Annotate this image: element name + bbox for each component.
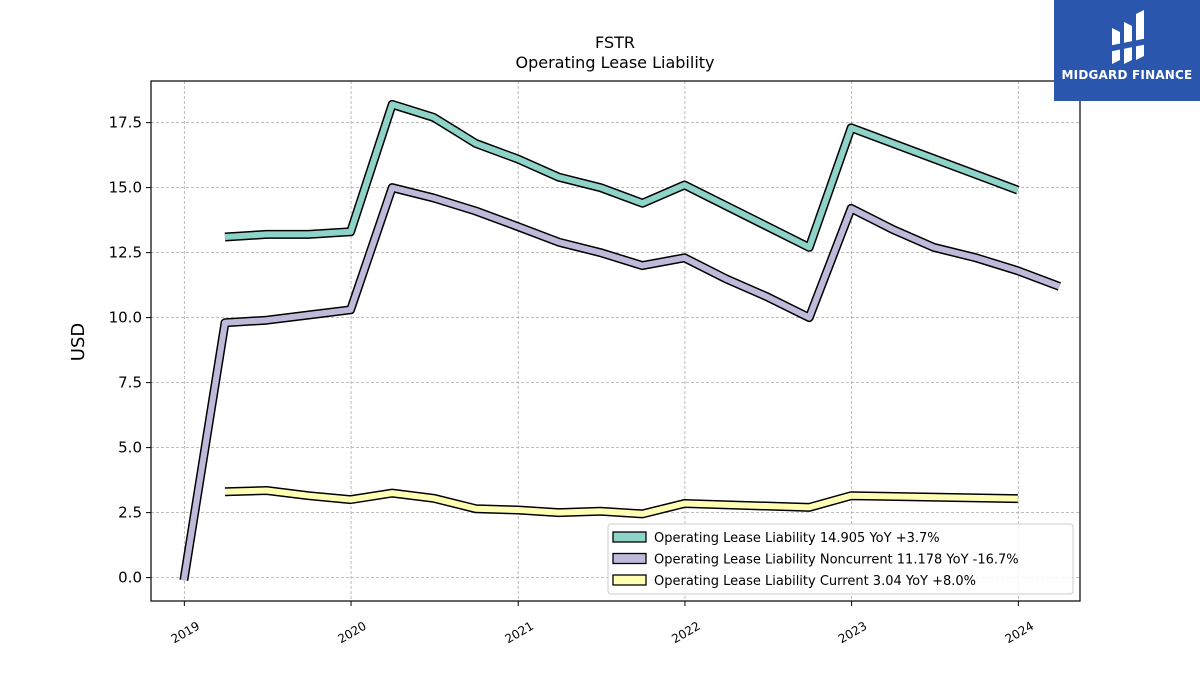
y-tick-label: 12.5 (109, 244, 142, 262)
series-line-3 (224, 487, 1018, 517)
series-line-2 (180, 184, 1061, 581)
x-tick-label: 2020 (335, 619, 368, 646)
y-tick-label: 0.0 (118, 569, 142, 587)
legend-box (607, 523, 1074, 595)
logo-text: MIDGARD FINANCE (1061, 68, 1193, 82)
y-tick-label: 10.0 (109, 309, 142, 327)
chart-subtitle: Operating Lease Liability (515, 53, 714, 72)
legend-swatch (612, 574, 647, 586)
legend-swatch (612, 552, 647, 565)
chart-title: FSTR (595, 33, 635, 52)
x-tick-label: 2019 (169, 619, 202, 646)
legend: Operating Lease Liability 14.905 YoY +3.… (607, 523, 1074, 595)
series-line-outline-1 (224, 99, 1020, 252)
logo: MIDGARD FINANCE (1054, 0, 1200, 101)
midgard-logo-icon (1108, 10, 1148, 64)
grid (151, 81, 1080, 601)
y-tick-label: 7.5 (118, 374, 142, 392)
x-tick-label: 2024 (1003, 619, 1036, 646)
x-tick-label: 2022 (669, 619, 702, 646)
y-tick-label: 5.0 (118, 439, 142, 457)
y-tick-label: 17.5 (109, 114, 142, 132)
y-tick-label: 15.0 (109, 179, 142, 197)
legend-label: Operating Lease Liability 14.905 YoY +3.… (654, 531, 940, 546)
x-tick-label: 2023 (836, 619, 869, 646)
y-tick-label: 2.5 (118, 504, 142, 522)
x-tick-label: 2021 (502, 619, 535, 646)
legend-label: Operating Lease Liability Noncurrent 11.… (654, 553, 1019, 568)
legend-swatch (612, 531, 647, 543)
series-lines (179, 99, 1061, 581)
y-axis-label: USD (68, 323, 89, 361)
legend-label: Operating Lease Liability Current 3.04 Y… (654, 574, 976, 589)
series-line-1 (224, 101, 1019, 251)
plot-frame (150, 80, 1081, 602)
